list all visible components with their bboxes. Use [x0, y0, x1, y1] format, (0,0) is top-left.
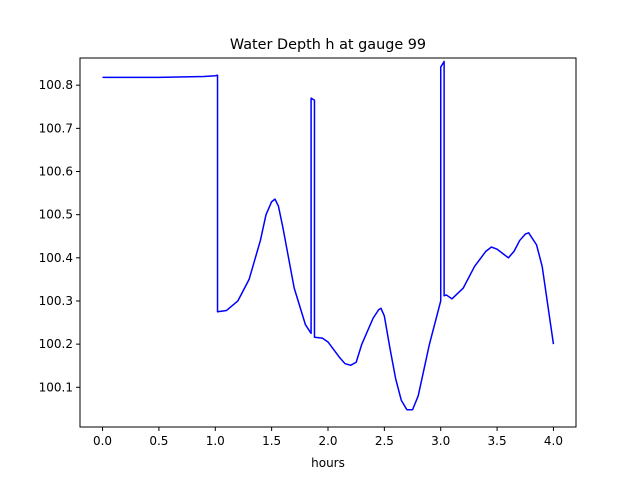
x-tick-label: 4.0	[544, 434, 563, 448]
y-tick-label: 100.5	[39, 208, 73, 222]
y-axis: 100.1 100.2 100.3 100.4 100.5 100.6 100.7 100.8	[39, 78, 80, 394]
x-tick-label: 1.5	[262, 434, 281, 448]
series-line-0	[102, 60, 555, 411]
y-tick-label: 100.2	[39, 337, 73, 351]
x-tick-label: 3.5	[488, 434, 507, 448]
y-tick-label: 100.8	[39, 78, 73, 92]
x-tick-label: 2.0	[318, 434, 337, 448]
x-tick-label: 0.5	[149, 434, 168, 448]
x-axis: 0.0 0.5 1.0 1.5 2.0 2.5 3.0 3.5 4.0	[93, 427, 563, 448]
x-axis-label: hours	[311, 456, 345, 470]
x-tick-label: 0.0	[93, 434, 112, 448]
plot-area	[102, 60, 555, 411]
y-tick-label: 100.4	[39, 251, 73, 265]
y-tick-label: 100.1	[39, 380, 73, 394]
y-tick-label: 100.7	[39, 121, 73, 135]
x-tick-label: 1.0	[206, 434, 225, 448]
y-tick-label: 100.6	[39, 165, 73, 179]
chart-title: Water Depth h at gauge 99	[230, 37, 426, 53]
y-tick-label: 100.3	[39, 294, 73, 308]
x-tick-label: 2.5	[375, 434, 394, 448]
x-tick-label: 3.0	[431, 434, 450, 448]
